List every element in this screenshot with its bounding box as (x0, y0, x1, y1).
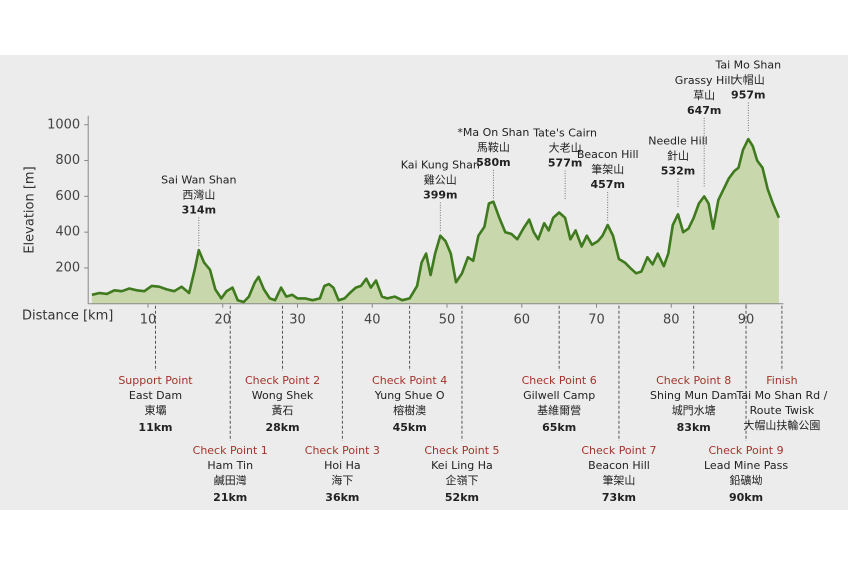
peak-elevation: 647m (687, 104, 721, 117)
peak-elevation: 314m (182, 204, 216, 217)
checkpoint-title: Check Point 2 (245, 374, 320, 387)
checkpoint-name: Ham Tin (207, 459, 253, 472)
peak-name-zh: 大老山 (549, 140, 582, 154)
checkpoint-distance: 90km (729, 491, 763, 504)
elevation-area (91, 139, 779, 304)
checkpoint-title: Check Point 3 (305, 444, 380, 457)
x-tick-label: 40 (364, 312, 381, 327)
peak-name: *Ma On Shan (457, 126, 529, 139)
checkpoint-title: Check Point 9 (708, 444, 783, 457)
checkpoint-name: Route Twisk (750, 404, 815, 417)
peak-name: Grassy Hill (675, 74, 734, 87)
checkpoint-title: Support Point (118, 374, 193, 387)
checkpoint-name: Wong Shek (252, 389, 314, 402)
x-tick-label: 70 (588, 312, 605, 327)
x-axis-title: Distance [km] (22, 309, 113, 324)
checkpoint-name: Shing Mun Dam (650, 389, 737, 402)
peak-name-zh: 西灣山 (182, 189, 215, 202)
checkpoint-distance: 45km (393, 421, 427, 434)
peak-name-zh: 筆架山 (591, 162, 624, 176)
checkpoint-title: Finish (766, 374, 797, 387)
y-axis-title: Elevation [m] (23, 166, 38, 253)
elevation-line (91, 137, 781, 304)
checkpoint-name: 筆架山 (602, 473, 635, 487)
checkpoint-name: 榕樹澳 (393, 403, 426, 417)
peak-name: Beacon Hill (577, 148, 639, 161)
checkpoint-title: Check Point 1 (193, 444, 268, 457)
checkpoint-name: Tai Mo Shan Rd / (735, 389, 827, 402)
peak-name: Tai Mo Shan (714, 58, 781, 71)
checkpoint-name: 海下 (331, 473, 353, 487)
peak-name-zh: 雞公山 (424, 172, 457, 186)
x-tick-label: 80 (663, 312, 680, 327)
y-tick-label: 600 (55, 189, 80, 204)
y-tick-label: 1000 (47, 117, 80, 132)
peak-name: Tate's Cairn (532, 126, 597, 139)
checkpoint-title: Check Point 8 (656, 374, 731, 387)
x-tick-label: 90 (738, 312, 755, 327)
y-tick-label: 200 (55, 260, 80, 275)
peak-elevation: 399m (423, 188, 457, 201)
checkpoint-title: Check Point 4 (372, 374, 447, 387)
checkpoint-distance: 73km (602, 491, 636, 504)
x-tick-label: 60 (513, 312, 530, 327)
peak-name-zh: 大帽山 (732, 72, 765, 86)
checkpoint-name: 東壩 (144, 404, 166, 417)
checkpoint-name: Gilwell Camp (523, 389, 595, 402)
checkpoint-title: Check Point 5 (424, 444, 499, 457)
y-tick-label: 400 (55, 225, 80, 240)
checkpoint-name: 企嶺下 (445, 473, 478, 487)
peak-elevation: 457m (591, 178, 625, 191)
checkpoint-name: Beacon Hill (588, 459, 650, 472)
peak-elevation: 532m (661, 165, 695, 178)
peak-name: Needle Hill (648, 135, 708, 148)
checkpoint-distance: 28km (266, 421, 300, 434)
x-tick-label: 30 (289, 312, 306, 327)
checkpoint-name: Yung Shue O (374, 389, 445, 402)
checkpoint-distance: 52km (445, 491, 479, 504)
peak-name-zh: 草山 (693, 89, 715, 102)
checkpoint-title: Check Point 6 (522, 374, 597, 387)
checkpoint-name: 大帽山扶輪公園 (743, 418, 820, 432)
peak-name: Sai Wan Shan (161, 174, 236, 187)
checkpoint-name: Lead Mine Pass (704, 459, 788, 472)
checkpoint-name: 黃石 (272, 404, 294, 417)
checkpoint-name: Hoi Ha (324, 459, 361, 472)
checkpoint-name: 基維爾營 (537, 404, 581, 417)
checkpoint-name: 城門水塘 (672, 403, 716, 417)
checkpoint-name: 鹹田灣 (214, 473, 247, 487)
peak-elevation: 580m (476, 156, 510, 169)
checkpoint-distance: 36km (325, 491, 359, 504)
x-tick-label: 50 (439, 312, 456, 327)
peak-name-zh: 針山 (667, 149, 689, 163)
checkpoint-name: Kei Ling Ha (431, 459, 493, 472)
checkpoint-name: East Dam (129, 389, 182, 402)
peak-name-zh: 馬鞍山 (477, 140, 510, 154)
peak-elevation: 577m (548, 156, 582, 169)
y-tick-label: 800 (55, 153, 80, 168)
checkpoint-title: Check Point 7 (581, 444, 656, 457)
checkpoint-distance: 83km (677, 421, 711, 434)
checkpoint-distance: 11km (138, 421, 172, 434)
checkpoint-distance: 65km (542, 421, 576, 434)
x-tick-label: 20 (214, 312, 231, 327)
checkpoint-distance: 21km (213, 491, 247, 504)
peak-name: Kai Kung Shan (401, 158, 480, 171)
peak-elevation: 957m (731, 88, 765, 101)
checkpoint-name: 鉛礦坳 (730, 473, 763, 487)
x-tick-label: 10 (140, 312, 157, 327)
